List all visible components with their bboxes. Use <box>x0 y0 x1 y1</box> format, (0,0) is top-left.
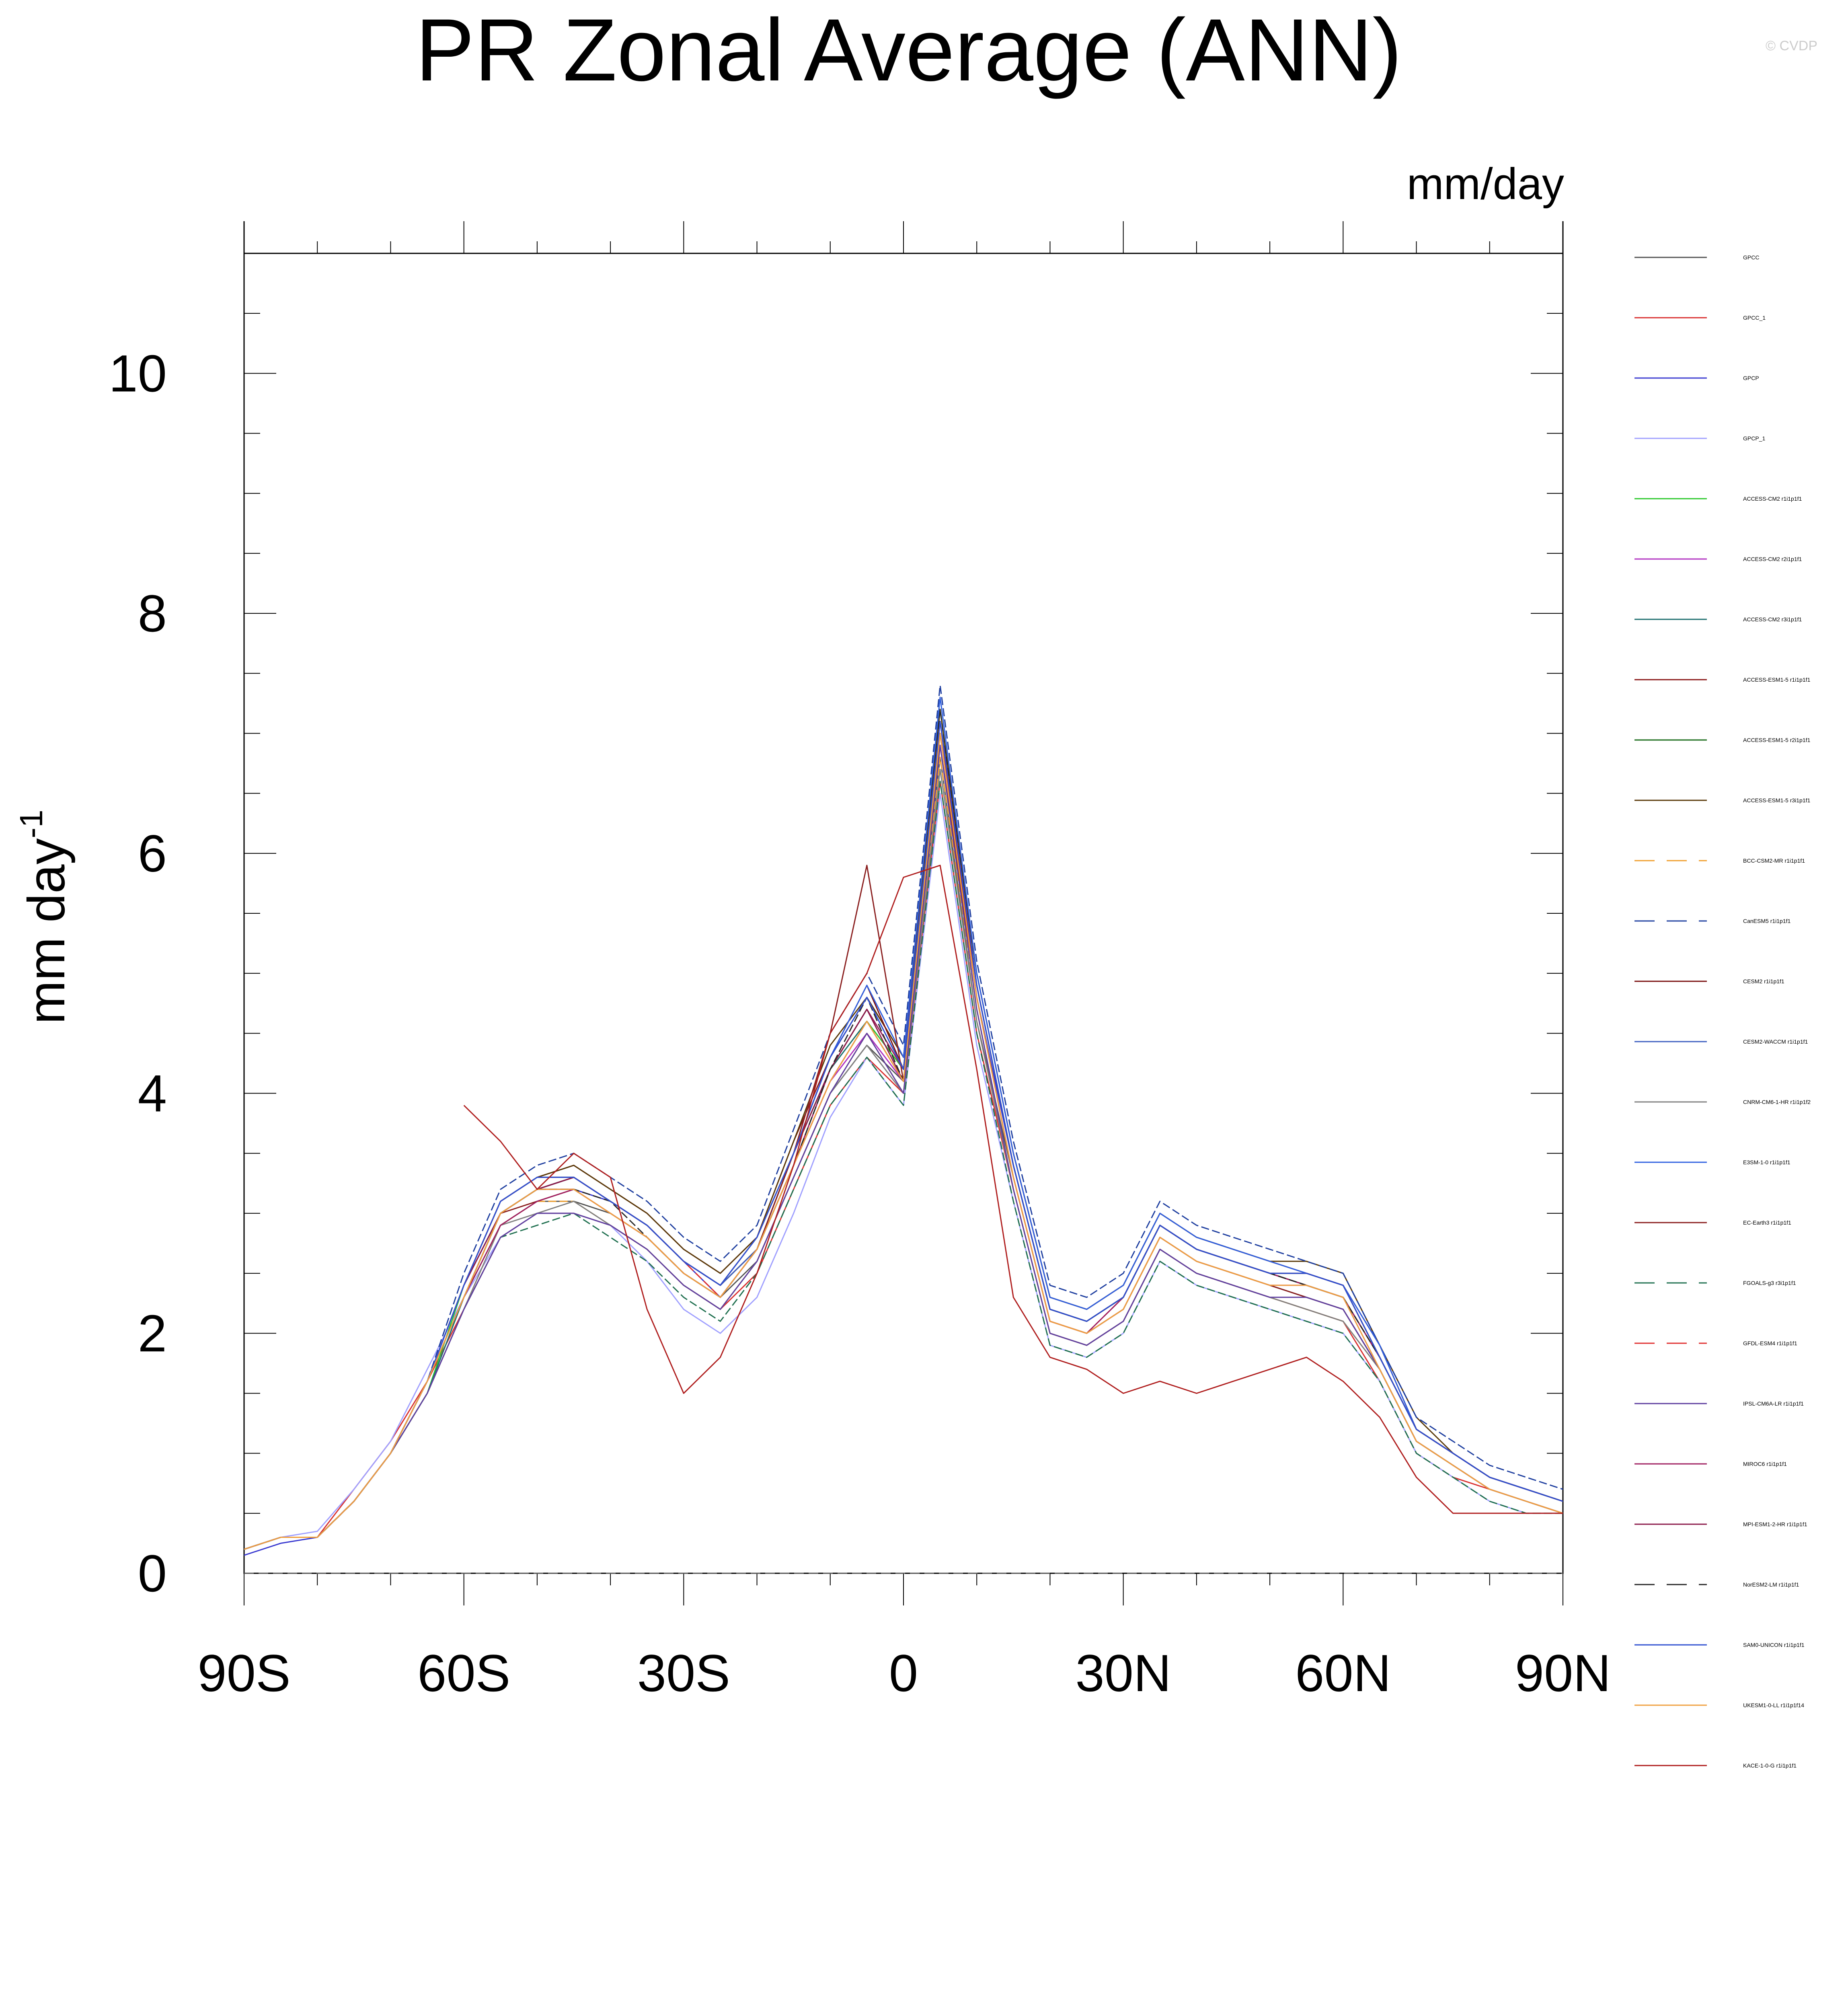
x-tick-label: 30S <box>637 1644 730 1702</box>
y-tick-label: 0 <box>138 1544 167 1603</box>
series-line-25 <box>244 733 1563 1550</box>
legend-label: CanESM5 r1i1p1f1 <box>1743 918 1791 924</box>
legend-label: ACCESS-CM2 r3i1p1f1 <box>1743 616 1802 623</box>
series-line-21 <box>244 721 1563 1550</box>
y-tick-label: 4 <box>138 1064 167 1123</box>
series-line-24 <box>244 721 1563 1550</box>
legend-label: CESM2-WACCM r1i1p1f1 <box>1743 1038 1808 1045</box>
x-tick-label: 90S <box>197 1644 290 1702</box>
series-line-5 <box>244 709 1563 1550</box>
series-line-2 <box>244 781 1563 1550</box>
series-line-13 <box>244 721 1563 1550</box>
x-tick-label: 60N <box>1295 1644 1391 1702</box>
legend-label: BCC-CSM2-MR r1i1p1f1 <box>1743 857 1805 864</box>
series-line-19 <box>244 733 1563 1550</box>
legend-label: EC-Earth3 r1i1p1f1 <box>1743 1219 1791 1226</box>
legend: GPCC GPCC_1 GPCP GPCP_1 ACCESS-CM2 r1i1p1f1 A… <box>1634 254 1811 1769</box>
series-line-3 <box>244 733 1563 1556</box>
legend-label: KACE-1-0-G r1i1p1f1 <box>1743 1762 1797 1769</box>
series-line-22 <box>244 733 1563 1550</box>
x-tick-label: 0 <box>889 1644 918 1702</box>
legend-label: MIROC6 r1i1p1f1 <box>1743 1461 1787 1467</box>
series-line-12 <box>244 684 1563 1550</box>
series-line-26 <box>463 865 1563 1514</box>
y-tick-label: 2 <box>138 1304 167 1363</box>
axes <box>243 221 1564 1605</box>
plot-frame <box>243 253 1564 1574</box>
series-line-15 <box>244 769 1563 1550</box>
y-tick-label: 10 <box>109 344 167 403</box>
legend-label: NorESM2-LM r1i1p1f1 <box>1743 1581 1799 1588</box>
series-line-11 <box>244 756 1563 1550</box>
legend-label: ACCESS-ESM1-5 r2i1p1f1 <box>1743 737 1811 743</box>
legend-label: GPCP_1 <box>1743 435 1765 442</box>
legend-label: FGOALS-g3 r3i1p1f1 <box>1743 1280 1796 1286</box>
series-line-6 <box>244 733 1563 1550</box>
series-line-9 <box>244 733 1563 1550</box>
series-line-20 <box>244 744 1563 1550</box>
legend-label: SAM0-UNICON r1i1p1f1 <box>1743 1642 1805 1648</box>
series-line-7 <box>244 721 1563 1550</box>
x-tick-label: 60S <box>417 1644 510 1702</box>
legend-label: MPI-ESM1-2-HR r1i1p1f1 <box>1743 1521 1807 1527</box>
legend-label: GPCC_1 <box>1743 314 1766 321</box>
x-tick-label: 30N <box>1075 1644 1171 1702</box>
y-axis-label-superscript: -1 <box>13 810 49 838</box>
y-tick-label: 8 <box>138 584 167 643</box>
watermark: © CVDP <box>1766 38 1817 53</box>
legend-label: CESM2 r1i1p1f1 <box>1743 978 1784 985</box>
series-line-10 <box>244 709 1563 1550</box>
chart-title: PR Zonal Average (ANN) <box>415 0 1402 99</box>
legend-label: ACCESS-CM2 r1i1p1f1 <box>1743 495 1802 502</box>
legend-label: GPCC <box>1743 254 1759 261</box>
series-line-16 <box>244 697 1563 1550</box>
legend-label: CNRM-CM6-1-HR r1i1p1f2 <box>1743 1099 1811 1105</box>
series-line-14 <box>244 733 1563 1550</box>
series-layer <box>244 684 1563 1556</box>
series-line-8 <box>244 721 1563 1550</box>
legend-label: GFDL-ESM4 r1i1p1f1 <box>1743 1340 1797 1346</box>
legend-label: GPCP <box>1743 375 1759 381</box>
y-tick-label: 6 <box>138 824 167 883</box>
y-axis-label: mm day-1 <box>13 810 76 1024</box>
series-line-23 <box>244 709 1563 1550</box>
series-line-1 <box>244 756 1563 1550</box>
tick-labels: 90S 60S 30S 0 30N 60N 90N 0 2 4 6 8 10 <box>109 344 1611 1702</box>
legend-label: ACCESS-ESM1-5 r1i1p1f1 <box>1743 676 1811 683</box>
legend-label: E3SM-1-0 r1i1p1f1 <box>1743 1159 1791 1165</box>
units-label: mm/day <box>1407 159 1564 209</box>
series-line-17 <box>244 744 1563 1550</box>
series-line-18 <box>244 781 1563 1550</box>
y-axis-label-text: mm day <box>17 838 76 1024</box>
x-tick-label: 90N <box>1515 1644 1611 1702</box>
legend-label: ACCESS-CM2 r2i1p1f1 <box>1743 556 1802 562</box>
series-line-4 <box>244 793 1563 1550</box>
legend-label: UKESM1-0-LL r1i1p1f14 <box>1743 1702 1804 1708</box>
legend-label: ACCESS-ESM1-5 r3i1p1f1 <box>1743 797 1811 804</box>
legend-label: IPSL-CM6A-LR r1i1p1f1 <box>1743 1400 1804 1407</box>
